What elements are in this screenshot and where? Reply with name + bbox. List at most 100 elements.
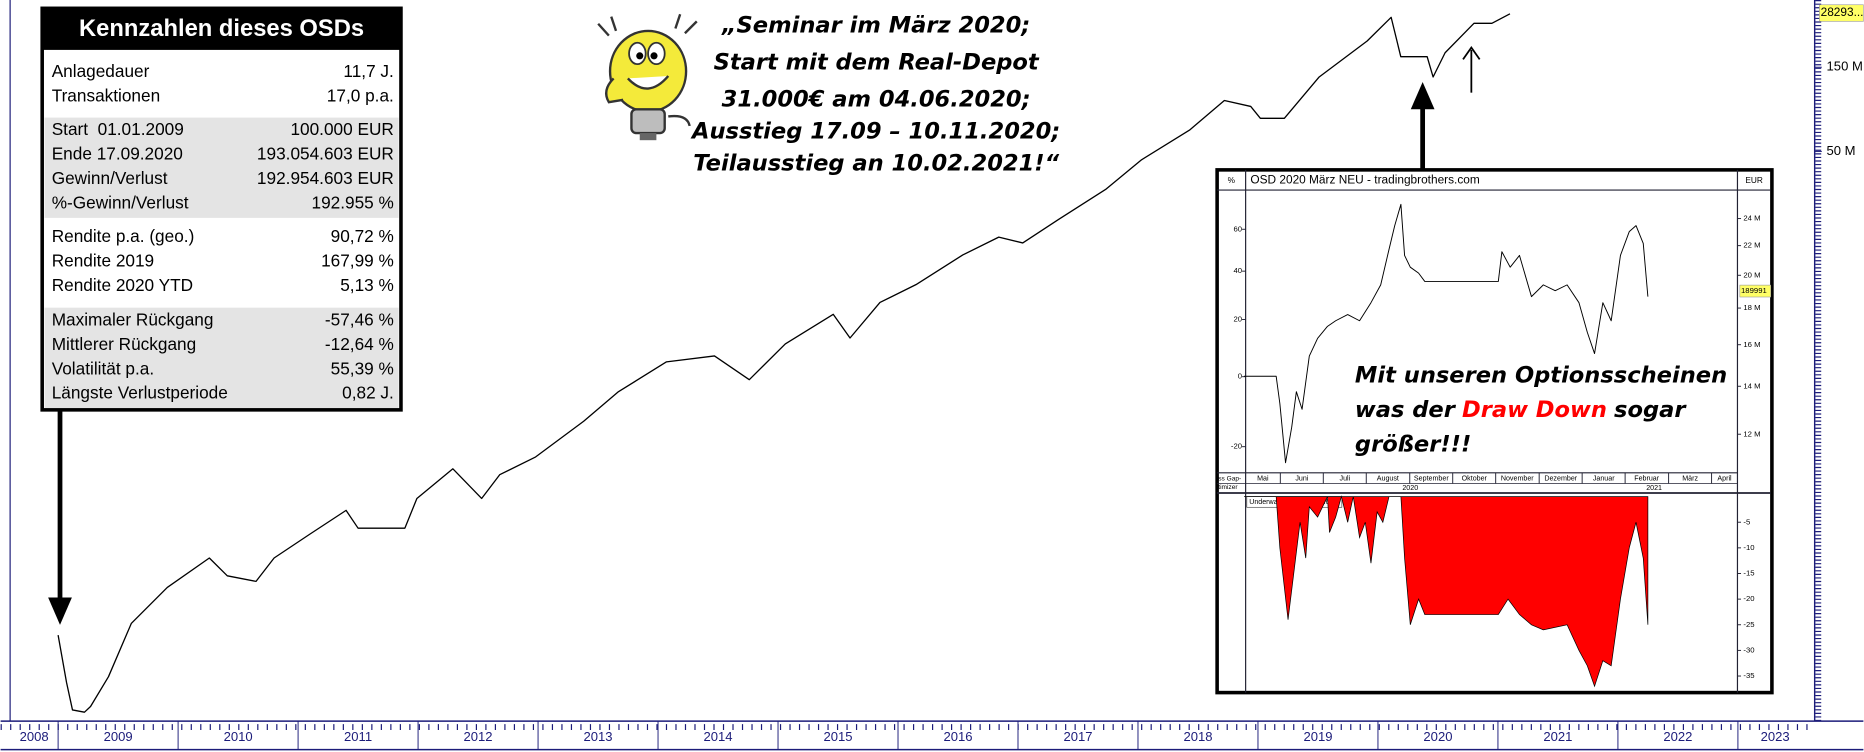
callout-line: „Seminar im März 2020;	[721, 13, 1030, 39]
stats-label: Mittlerer Rückgang	[52, 334, 197, 354]
y-tick-label: 16 M	[1743, 340, 1760, 349]
equity-line	[1244, 203, 1649, 464]
stats-group	[44, 307, 399, 408]
x-tick-label: 2009	[104, 729, 133, 744]
x-tick-label: November	[1501, 475, 1534, 483]
x-tick-label: 2019	[1303, 729, 1332, 744]
value-tag	[1739, 284, 1772, 298]
stats-value: 0,82 J.	[342, 383, 394, 403]
x-tick-label: Januar	[1593, 475, 1615, 483]
y-tick-label: -30	[1743, 645, 1754, 654]
x-tick-label: 2008	[20, 729, 49, 744]
value-tag-label: 189991	[1741, 286, 1767, 295]
y-tick-label: 18 M	[1743, 303, 1760, 312]
y-tick-label: 22 M	[1743, 241, 1760, 250]
y-tick-label: 14 M	[1743, 381, 1760, 390]
stats-label: Maximaler Rückgang	[52, 309, 214, 329]
corner-label: timizer	[1218, 484, 1238, 491]
x-tick-label: 2013	[584, 729, 613, 744]
corner-label: ss Gap-	[1218, 475, 1241, 482]
stats-title-bar	[42, 8, 401, 50]
stats-value: 90,72 %	[331, 226, 394, 246]
x-tick-label: September	[1414, 475, 1449, 483]
stats-label: Rendite p.a. (geo.)	[52, 226, 195, 246]
y-tick-label: -15	[1743, 569, 1754, 578]
stats-label: Rendite 2020 YTD	[52, 275, 193, 295]
value-tag-label: 28293...	[1821, 5, 1864, 19]
x-tick-label: 2021	[1543, 729, 1572, 744]
x-tick-label: 2023	[1761, 729, 1790, 744]
stats-label: Anlagedauer	[52, 61, 150, 81]
stats-label: Rendite 2019	[52, 251, 154, 271]
x-tick-label: Juni	[1295, 475, 1308, 483]
x-tick-label: 2017	[1063, 729, 1092, 744]
y2-tick-label: 40	[1233, 266, 1242, 275]
x-tick-label: März	[1682, 475, 1698, 483]
stats-group	[44, 59, 399, 111]
x-tick-label: August	[1377, 475, 1399, 483]
axis-label: %	[1228, 175, 1236, 185]
callout-line: Start mit dem Real-Depot	[714, 49, 1040, 75]
year-label: 2021	[1646, 484, 1662, 492]
x-tick-label: April	[1717, 475, 1732, 483]
x-tick-label: Dezember	[1544, 475, 1577, 483]
x-tick-label: 2020	[1423, 729, 1452, 744]
stats-label: %-Gewinn/Verlust	[52, 193, 189, 213]
stats-value: -12,64 %	[325, 334, 394, 354]
stats-value: 17,0 p.a.	[327, 85, 394, 105]
stats-group	[44, 117, 399, 218]
y-tick-label: 12 M	[1743, 429, 1760, 438]
note-line: Mit unseren Optionsscheinen	[1355, 362, 1727, 388]
y-tick-label: 20 M	[1743, 270, 1760, 279]
arrows	[48, 45, 1481, 625]
y2-tick-label: 20	[1233, 315, 1242, 324]
stats-value: -57,46 %	[325, 309, 394, 329]
stats-value: 100.000 EUR	[290, 119, 393, 139]
y-tick-label: -20	[1743, 594, 1754, 603]
axis-label: EUR	[1745, 175, 1763, 185]
value-tag	[1819, 4, 1864, 22]
stats-box: Kennzahlen dieses OSDs Anlagedauer 11,7 J…	[40, 6, 403, 412]
y-tick-label: -35	[1743, 671, 1754, 680]
lightbulb-icon	[597, 13, 698, 141]
x-tick-label: 2011	[344, 729, 372, 744]
callout-line: 31.000€ am 04.06.2020;	[722, 86, 1031, 112]
arrow-head	[48, 597, 72, 625]
x-tick-label: 2015	[824, 729, 853, 744]
stats-title: Kennzahlen dieses OSDs	[79, 15, 364, 42]
y2-tick-label: 0	[1238, 372, 1242, 381]
x-tick-label: 2022	[1663, 729, 1692, 744]
x-tick-label: 2012	[464, 729, 493, 744]
y-tick-label: 24 M	[1743, 214, 1760, 223]
stats-label: Start 01.01.2009	[52, 119, 184, 139]
note-segment: sogar	[1614, 396, 1687, 422]
stats-value: 192.955 %	[311, 193, 393, 213]
x-tick-label: 2014	[704, 729, 733, 744]
y-tick-label: -10	[1743, 543, 1754, 552]
y-tick-label: -5	[1743, 517, 1750, 526]
stats-label: Transaktionen	[52, 85, 160, 105]
stats-value: 167,99 %	[321, 251, 394, 271]
y2-tick-label: 60	[1233, 224, 1242, 233]
x-tick-label: Oktober	[1462, 475, 1488, 483]
x-tick-label: Februar	[1634, 475, 1660, 483]
stats-label: Ende 17.09.2020	[52, 144, 183, 164]
underwater-area	[1244, 495, 1649, 688]
stats-label: Längste Verlustperiode	[52, 383, 228, 403]
note-segment: Draw Down	[1462, 396, 1607, 422]
note-segment: Mit unseren Optionsscheinen	[1355, 362, 1727, 388]
year-label: 2020	[1402, 484, 1418, 492]
x-tick-label: Mai	[1257, 475, 1269, 483]
x-tick-label: 2018	[1183, 729, 1212, 744]
x-tick-label: Juli	[1340, 475, 1351, 483]
y-tick-label: 50 M	[1827, 143, 1856, 158]
callout: „Seminar im März 2020; Start mit dem Real…	[690, 13, 1060, 177]
stats-value: 5,13 %	[340, 275, 394, 295]
note-segment: größer!!!	[1355, 431, 1471, 457]
stats-value: 55,39 %	[331, 358, 394, 378]
callout-line: Teilausstieg an 10.02.2021!“	[693, 150, 1059, 176]
y2-tick-label: -20	[1231, 442, 1242, 451]
